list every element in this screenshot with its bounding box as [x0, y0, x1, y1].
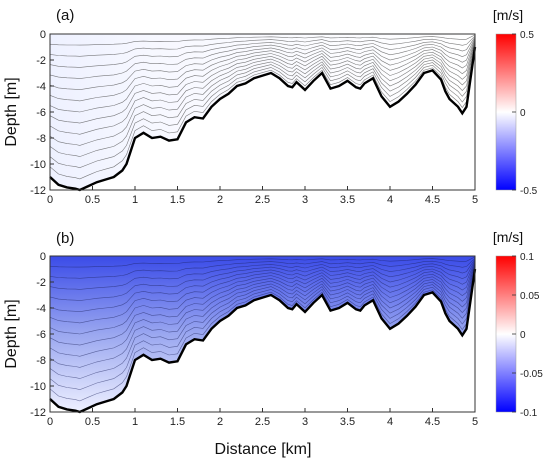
- y-tick-label: 0: [40, 251, 46, 263]
- colorbar-ticks-a: 0.5 0 -0.5: [512, 30, 538, 197]
- x-tick-label: 4.5: [425, 416, 440, 428]
- colorbar-unit-a: [m/s]: [493, 7, 523, 23]
- x-tick-label: 0.5: [85, 416, 100, 428]
- x-tick-label: 3.5: [340, 416, 355, 428]
- y-ticks-b: 0 -2 -4 -6 -8 -10 -12: [30, 251, 54, 419]
- x-tick-label: 4: [387, 194, 393, 206]
- contour-line-a: [49, 40, 476, 113]
- y-tick-label: -8: [36, 355, 46, 367]
- contour-line-b: [49, 268, 476, 402]
- contour-line-b: [49, 260, 476, 313]
- panel-a: 0 0.5 1 1.5 2 2.5 3 3.5 4 4.5 5 0 -2 -4 -6 -8 -10 -12 (a…: [3, 7, 538, 206]
- x-tick-label: 0: [47, 416, 53, 428]
- y-axis-label-a: Depth [m]: [3, 77, 20, 146]
- y-tick-label: -2: [36, 55, 46, 67]
- x-tick-label: 1: [132, 194, 138, 206]
- contour-line-a: [49, 46, 476, 180]
- contour-line-a: [49, 38, 476, 91]
- colorbar-tick-label: -0.5: [520, 186, 538, 197]
- panel-label-b: (b): [56, 230, 74, 247]
- contour-line-a: [49, 45, 476, 169]
- contour-line-a: [49, 42, 476, 135]
- y-ticks-a: 0 -2 -4 -6 -8 -10 -12: [30, 29, 54, 197]
- x-tick-label: 0.5: [85, 194, 100, 206]
- y-tick-label: -12: [30, 185, 46, 197]
- contour-line-a: [49, 43, 476, 146]
- colorbar-ticks-b: 0.1 0.05 0 -0.05 -0.1: [512, 252, 543, 419]
- x-tick-label: 1.5: [170, 194, 185, 206]
- y-tick-label: -6: [36, 107, 46, 119]
- colorbar-tick-label: 0: [520, 108, 526, 119]
- x-tick-label: 4: [387, 416, 393, 428]
- x-tick-label: 3.5: [340, 194, 355, 206]
- colorbar-unit-b: [m/s]: [493, 229, 523, 245]
- y-tick-label: -4: [36, 81, 46, 93]
- contour-line-b: [49, 264, 476, 357]
- contour-line-a: [49, 35, 476, 57]
- contour-line-b: [49, 259, 476, 301]
- x-tick-label: 2: [217, 416, 223, 428]
- water-field-a: [50, 34, 475, 190]
- contour-line-a: [49, 34, 476, 46]
- y-axis-label-b: Depth [m]: [3, 299, 20, 368]
- contour-line-a: [49, 36, 476, 68]
- contour-line-a: [49, 44, 476, 157]
- colorbar-tick-label: 0: [520, 330, 526, 341]
- x-tick-label: 1.5: [170, 416, 185, 428]
- bottom-profile-a: [49, 46, 477, 192]
- water-field-b: [50, 256, 475, 412]
- contour-line-a: [49, 37, 476, 79]
- colorbar-tick-label: -0.05: [520, 369, 543, 380]
- colorbar-tick-label: 0.5: [520, 30, 534, 41]
- x-axis-label: Distance [km]: [215, 441, 312, 458]
- y-tick-label: -6: [36, 329, 46, 341]
- contour-line-a: [49, 41, 476, 124]
- y-tick-label: -12: [30, 407, 46, 419]
- contour-line-b: [49, 261, 476, 324]
- x-tick-label: 5: [472, 416, 478, 428]
- panel-b: 0 0.5 1 1.5 2 2.5 3 3.5 4 4.5 5 0 -2 -4 -6 -8 -10 -12 (b…: [3, 229, 543, 458]
- x-tick-label: 3: [302, 194, 308, 206]
- plot-marks-a: [49, 34, 477, 192]
- contour-line-b: [49, 263, 476, 346]
- y-tick-label: -10: [30, 381, 46, 393]
- x-ticks-a: 0 0.5 1 1.5 2 2.5 3 3.5 4 4.5 5: [47, 186, 478, 206]
- colorbar-tick-label: -0.1: [520, 408, 538, 419]
- x-tick-label: 1: [132, 416, 138, 428]
- x-tick-label: 0: [47, 194, 53, 206]
- x-tick-label: 2: [217, 194, 223, 206]
- bottom-profile-b: [49, 268, 477, 414]
- panel-label-a: (a): [56, 7, 74, 24]
- contour-line-b: [49, 267, 476, 391]
- x-tick-label: 5: [472, 194, 478, 206]
- x-tick-label: 2.5: [255, 416, 270, 428]
- x-tick-label: 2.5: [255, 194, 270, 206]
- x-ticks-b: 0 0.5 1 1.5 2 2.5 3 3.5 4 4.5 5: [47, 408, 478, 428]
- plot-marks-b: [49, 256, 477, 414]
- contour-line-b: [49, 265, 476, 368]
- x-tick-label: 4.5: [425, 194, 440, 206]
- colorbar-tick-label: 0.1: [520, 252, 534, 263]
- x-tick-label: 3: [302, 416, 308, 428]
- contour-line-b: [49, 266, 476, 379]
- y-tick-label: -2: [36, 277, 46, 289]
- contour-line-a: [49, 39, 476, 102]
- contour-line-b: [49, 257, 476, 279]
- colorbar-tick-label: 0.05: [520, 291, 540, 302]
- y-tick-label: -4: [36, 303, 46, 315]
- y-tick-label: -8: [36, 133, 46, 145]
- y-tick-label: -10: [30, 159, 46, 171]
- contour-line-b: [49, 262, 476, 335]
- contour-line-b: [49, 256, 476, 268]
- contour-line-b: [49, 258, 476, 290]
- y-tick-label: 0: [40, 29, 46, 41]
